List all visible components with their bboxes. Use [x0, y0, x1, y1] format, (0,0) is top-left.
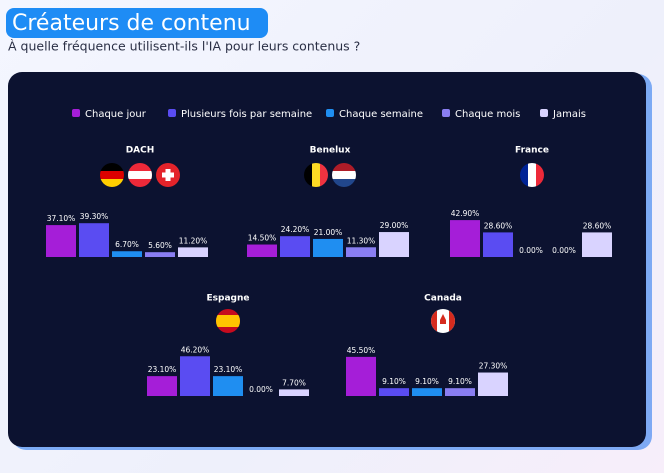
flags: [100, 163, 544, 333]
value-label: 11.20%: [179, 236, 208, 245]
value-label: 7.70%: [282, 378, 306, 387]
bar: [279, 389, 309, 396]
bar: [478, 372, 508, 396]
value-label: 29.00%: [380, 221, 409, 230]
value-label: 14.50%: [248, 234, 277, 243]
legend-label: Chaque mois: [455, 109, 520, 120]
value-label: 45.50%: [347, 346, 376, 355]
value-label: 6.70%: [115, 240, 139, 249]
legend-swatch: [72, 109, 80, 117]
bar: [180, 356, 210, 396]
bar: [582, 232, 612, 257]
value-label: 23.10%: [148, 365, 177, 374]
value-label: 0.00%: [519, 246, 543, 255]
chart-title: Canada: [424, 294, 462, 304]
chart-title: France: [515, 146, 549, 156]
legend-swatch: [442, 109, 450, 117]
panel: [8, 72, 646, 447]
value-label: 37.10%: [47, 214, 76, 223]
chart-title: Espagne: [207, 294, 250, 304]
value-label: 0.00%: [249, 385, 273, 394]
bar: [346, 356, 376, 396]
chart-title: Benelux: [310, 146, 351, 156]
legend-swatch: [540, 109, 548, 117]
bar: [247, 244, 277, 257]
bar: [445, 388, 475, 396]
bar: [79, 223, 109, 257]
legend-swatch: [326, 109, 334, 117]
value-label: 0.00%: [552, 246, 576, 255]
bar: [46, 225, 76, 257]
bar: [147, 376, 177, 396]
value-label: 9.10%: [382, 377, 406, 386]
value-label: 28.60%: [583, 221, 612, 230]
legend-swatch: [168, 109, 176, 117]
value-label: 5.60%: [148, 241, 172, 250]
bar: [412, 388, 442, 396]
value-label: 39.30%: [80, 212, 109, 221]
bar: [450, 220, 480, 257]
bar: [346, 247, 376, 257]
subtitle: À quelle fréquence utilisent-ils l'IA po…: [8, 39, 360, 54]
value-label: 28.60%: [484, 221, 513, 230]
value-label: 9.10%: [415, 377, 439, 386]
bar: [178, 247, 208, 257]
value-label: 11.30%: [347, 236, 376, 245]
legend-label: Chaque jour: [85, 109, 147, 120]
title: Créateurs de contenu: [12, 11, 251, 36]
bar: [145, 252, 175, 257]
bar: [280, 236, 310, 257]
legend-label: Chaque semaine: [339, 109, 423, 120]
bar: [213, 376, 243, 396]
value-label: 42.90%: [451, 209, 480, 218]
legend-label: Jamais: [552, 109, 586, 120]
chart-title: DACH: [126, 146, 155, 156]
value-label: 23.10%: [214, 365, 243, 374]
title-box: [6, 8, 268, 38]
bar: [313, 238, 343, 257]
legend-label: Plusieurs fois par semaine: [181, 109, 312, 120]
bar: [379, 388, 409, 396]
bar: [112, 251, 142, 257]
value-label: 27.30%: [479, 362, 508, 371]
value-label: 46.20%: [181, 345, 210, 354]
value-label: 9.10%: [448, 377, 472, 386]
value-label: 24.20%: [281, 225, 310, 234]
value-label: 21.00%: [314, 228, 343, 237]
bar: [379, 232, 409, 257]
bar: [483, 232, 513, 257]
